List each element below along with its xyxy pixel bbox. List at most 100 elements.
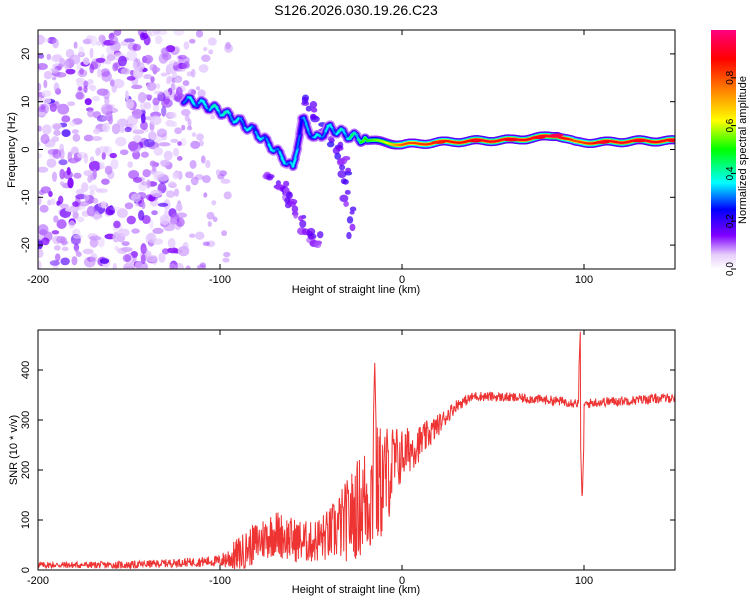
spectrogram-noise-blob — [67, 177, 74, 189]
spectrogram-noise-blob — [59, 168, 65, 180]
spectrogram-noise-blob — [200, 155, 206, 164]
spectrogram-noise-blob — [53, 129, 61, 136]
spectrogram-y-tick-label: 10 — [20, 96, 32, 108]
spectrogram-noise-blob — [72, 201, 79, 207]
spectrogram-noise-blob — [159, 159, 171, 166]
spectrogram-noise-blob — [40, 133, 50, 144]
spectrogram-noise-blob — [176, 155, 183, 161]
spectrogram-noise-blob — [89, 63, 95, 74]
spectrogram-noise-blob — [141, 201, 146, 210]
spectrogram-noise-blob — [78, 201, 90, 207]
spectrogram-noise-blob — [88, 160, 101, 172]
spectrogram-noise-blob — [89, 190, 95, 196]
spectrogram-noise-blob — [120, 68, 131, 75]
spectrogram-noise-blob — [52, 38, 59, 49]
spectrogram-noise-blob — [138, 181, 147, 192]
spectrogram-ridge-peak — [631, 139, 646, 143]
spectrogram-ridge-segment — [302, 116, 308, 125]
spectrogram-noise-blob — [67, 101, 76, 107]
snr-x-axis-label: Height of straight line (km) — [292, 584, 420, 596]
spectrogram-noise-blob — [124, 202, 134, 210]
spectrogram-noise-blob — [143, 74, 153, 80]
spectrogram-x-axis-label: Height of straight line (km) — [292, 284, 420, 296]
spectrogram-branch-blob — [305, 105, 312, 112]
spectrogram-noise-blob — [140, 151, 149, 158]
spectrogram-noise-blob — [133, 134, 142, 143]
spectrogram-noise-blob — [186, 126, 193, 131]
spectrogram-noise-blob — [111, 123, 121, 135]
spectrogram-noise-blob — [50, 198, 56, 206]
spectrogram-noise-blob — [38, 166, 49, 173]
spectrogram-noise-blob — [182, 80, 190, 87]
spectrogram-noise-blob — [38, 37, 50, 43]
spectrogram-noise-blob — [82, 38, 93, 45]
snr-line — [38, 331, 675, 570]
spectrogram-noise-blob — [54, 253, 61, 262]
spectrogram-noise-blob — [132, 60, 137, 68]
spectrogram-noise-blob — [115, 136, 127, 147]
spectrogram-noise-blob — [104, 96, 110, 105]
spectrogram-noise-blob — [38, 142, 41, 148]
spectrogram-noise-blob — [96, 88, 109, 96]
spectrogram-noise-blob — [68, 220, 76, 229]
spectrogram-noise-blob — [212, 216, 218, 223]
spectrogram-noise-blob — [101, 200, 107, 209]
colorbar: 0.0 0.2 0.4 0.6 0.8 Normalized spectral ampl… — [711, 30, 749, 276]
spectrogram-branch-blob — [339, 194, 349, 203]
spectrogram-ridge-segment — [296, 133, 301, 150]
spectrogram-noise-blob — [83, 153, 89, 164]
spectrogram-noise-blob — [155, 83, 161, 90]
spectrogram-noise-blob — [75, 91, 84, 100]
spectrogram-noise-blob — [141, 247, 148, 253]
spectrogram-noise-blob — [147, 232, 157, 244]
spectrogram-noise-blob — [207, 37, 217, 46]
snr-y-tick-label: 400 — [20, 361, 32, 379]
spectrogram-noise-blob — [174, 188, 180, 197]
spectrogram-branch-blob — [291, 205, 299, 213]
spectrogram-noise-blob — [98, 34, 106, 43]
spectrogram-branch-blob — [344, 189, 351, 195]
spectrogram-noise-blob — [95, 188, 103, 193]
spectrogram-noise-blob — [182, 241, 189, 250]
spectrogram-noise-blob — [109, 79, 115, 87]
spectrogram-noise-blob — [126, 76, 136, 81]
spectrogram-noise-blob — [140, 121, 148, 131]
spectrogram-noise-blob — [158, 53, 169, 64]
spectrogram-noise-blob — [137, 92, 147, 103]
spectrogram-noise-blob — [185, 171, 194, 179]
spectrogram-branch-blob — [349, 206, 357, 212]
spectrogram-branch-blob — [311, 107, 318, 113]
snr-axes: -200 -100 0 100 0 100 200 300 400 — [20, 330, 675, 587]
spectrogram-noise-blob — [38, 248, 44, 258]
spectrogram-noise-blob — [89, 253, 98, 263]
spectrogram-noise-blob — [171, 121, 177, 128]
spectrogram-ridge-peak — [549, 133, 564, 137]
spectrogram-noise-blob — [64, 59, 70, 71]
spectrogram-noise-blob — [93, 128, 101, 135]
spectrogram-branch-blob — [285, 191, 293, 200]
spectrogram-noise-blob — [151, 210, 158, 216]
spectrogram-ridge-peak — [668, 139, 675, 143]
spectrogram-noise-blob — [101, 116, 107, 121]
spectrogram-noise-blob — [57, 195, 64, 205]
spectrogram-noise-blob — [161, 106, 167, 117]
spectrogram-noise-blob — [38, 53, 45, 59]
spectrogram-noise-blob — [181, 62, 191, 70]
spectrogram-noise-blob — [51, 136, 60, 143]
spectrogram-noise-blob — [53, 245, 61, 251]
spectrogram-noise-blob — [143, 54, 154, 64]
spectrogram-noise-blob — [99, 258, 110, 264]
spectrogram-y-tick-label: -20 — [20, 237, 32, 253]
spectrogram-noise-blob — [221, 230, 228, 237]
spectrogram-noise-blob — [89, 238, 99, 248]
spectrogram-noise-blob — [223, 191, 232, 200]
spectrogram-noise-blob — [203, 192, 208, 198]
spectrogram-noise-blob — [83, 193, 90, 202]
spectrogram-noise-blob — [59, 148, 65, 160]
spectrogram-noise-blob — [223, 251, 231, 258]
spectrogram-branch-blob — [343, 200, 349, 207]
spectrogram-noise-blob — [49, 260, 60, 266]
